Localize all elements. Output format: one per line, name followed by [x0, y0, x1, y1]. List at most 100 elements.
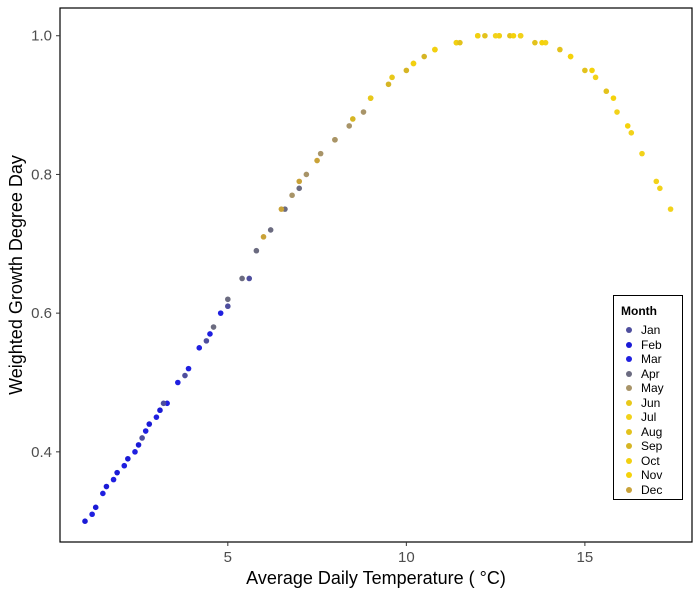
data-point-nov [539, 39, 545, 46]
data-point-aug [482, 32, 488, 39]
data-point-may [303, 171, 310, 178]
legend-item-apr: Apr [621, 367, 682, 382]
legend-swatch [626, 443, 632, 450]
data-point-sep [403, 67, 410, 74]
legend-item-oct: Oct [621, 454, 682, 469]
legend-item-aug: Aug [621, 425, 682, 440]
legend-item-mar: Mar [621, 352, 682, 367]
legend-label: Oct [641, 453, 660, 468]
x-tick-label: 15 [577, 549, 594, 566]
legend-swatch [626, 356, 632, 363]
legend-label: Apr [641, 366, 660, 381]
data-point-feb [114, 469, 120, 476]
legend-label: Sep [641, 439, 663, 454]
legend-item-jul: Jul [621, 410, 682, 425]
data-point-jan [246, 275, 253, 282]
legend-swatch [626, 486, 632, 493]
data-point-aug [557, 46, 563, 53]
data-point-aug [582, 67, 588, 74]
legend-label: May [641, 381, 664, 396]
data-point-jan [160, 400, 167, 407]
data-point-mar [196, 345, 203, 351]
data-point-aug [457, 39, 463, 46]
data-point-jul [614, 109, 620, 115]
legend-item-nov: Nov [621, 468, 682, 483]
data-point-mar [207, 331, 213, 337]
data-point-feb [157, 407, 163, 414]
legend-swatch [626, 414, 632, 421]
legend: Month Jan Feb Mar Apr May Jun Jul Aug Sep Oct Nov D… [613, 295, 683, 500]
data-point-may [346, 123, 353, 129]
data-point-apr [296, 185, 303, 192]
data-point-jan [139, 435, 145, 441]
data-point-sep [421, 53, 428, 60]
legend-label: Dec [641, 482, 663, 497]
legend-label: Jan [641, 323, 661, 338]
data-point-nov [589, 67, 595, 74]
data-point-apr [225, 296, 231, 303]
x-axis-title: Average Daily Temperature ( °C) [246, 568, 506, 588]
data-point-apr [253, 247, 260, 254]
legend-item-jan: Jan [621, 323, 682, 338]
data-point-nov [510, 32, 517, 39]
data-point-oct [410, 60, 417, 67]
data-point-sep [349, 116, 356, 122]
data-point-dec [314, 157, 320, 164]
data-point-dec [278, 206, 285, 212]
legend-swatch [626, 385, 632, 392]
legend-label: Jun [641, 395, 661, 410]
data-points [82, 32, 674, 524]
data-point-oct [474, 32, 481, 39]
legend-swatch [626, 472, 632, 479]
y-tick-label: 0.4 [31, 444, 52, 461]
data-point-nov [610, 95, 617, 101]
data-point-mar [132, 449, 138, 455]
data-point-mar [121, 462, 128, 469]
x-axis-ticks: 5 10 15 [224, 542, 594, 566]
data-point-mar [185, 365, 192, 372]
data-point-mar [217, 310, 224, 316]
legend-items: Jan Feb Mar Apr May Jun Jul Aug Sep Oct Nov Dec [621, 323, 682, 497]
y-axis-title: Weighted Growth Degree Day [6, 155, 26, 395]
data-point-may [289, 192, 295, 199]
data-point-jan [225, 303, 231, 310]
data-point-feb [135, 442, 142, 448]
legend-item-may: May [621, 381, 682, 396]
legend-swatch [626, 341, 632, 348]
data-point-dec [296, 178, 303, 185]
data-point-nov [624, 123, 631, 129]
y-tick-label: 0.6 [31, 305, 52, 322]
legend-label: Jul [641, 410, 657, 425]
legend-swatch [626, 327, 632, 334]
y-tick-label: 0.8 [31, 166, 52, 183]
data-point-mar [175, 379, 181, 386]
plot-panel [59, 7, 693, 543]
data-point-may [360, 109, 367, 115]
legend-title: Month [621, 304, 657, 318]
data-point-mar [153, 414, 160, 420]
data-point-jun [367, 95, 374, 101]
data-point-may [317, 150, 324, 157]
data-point-jan [203, 338, 210, 344]
data-point-jul [592, 74, 599, 81]
data-point-apr [267, 227, 274, 233]
data-point-mar [142, 428, 149, 434]
data-point-nov [567, 53, 574, 60]
legend-swatch [626, 370, 632, 377]
data-point-aug [532, 39, 538, 46]
legend-label: Nov [641, 468, 663, 483]
data-point-apr [210, 324, 217, 330]
data-point-feb [125, 455, 131, 462]
x-tick-label: 10 [398, 549, 415, 566]
legend-label: Feb [641, 337, 662, 352]
legend-label: Mar [641, 352, 662, 367]
data-point-jun [389, 74, 395, 81]
legend-item-jun: Jun [621, 396, 682, 411]
data-point-mar [89, 511, 95, 518]
legend-label: Aug [641, 424, 663, 439]
legend-item-dec: Dec [621, 483, 682, 498]
y-tick-label: 1.0 [31, 28, 52, 45]
legend-swatch [626, 399, 632, 406]
legend-item-sep: Sep [621, 439, 682, 454]
